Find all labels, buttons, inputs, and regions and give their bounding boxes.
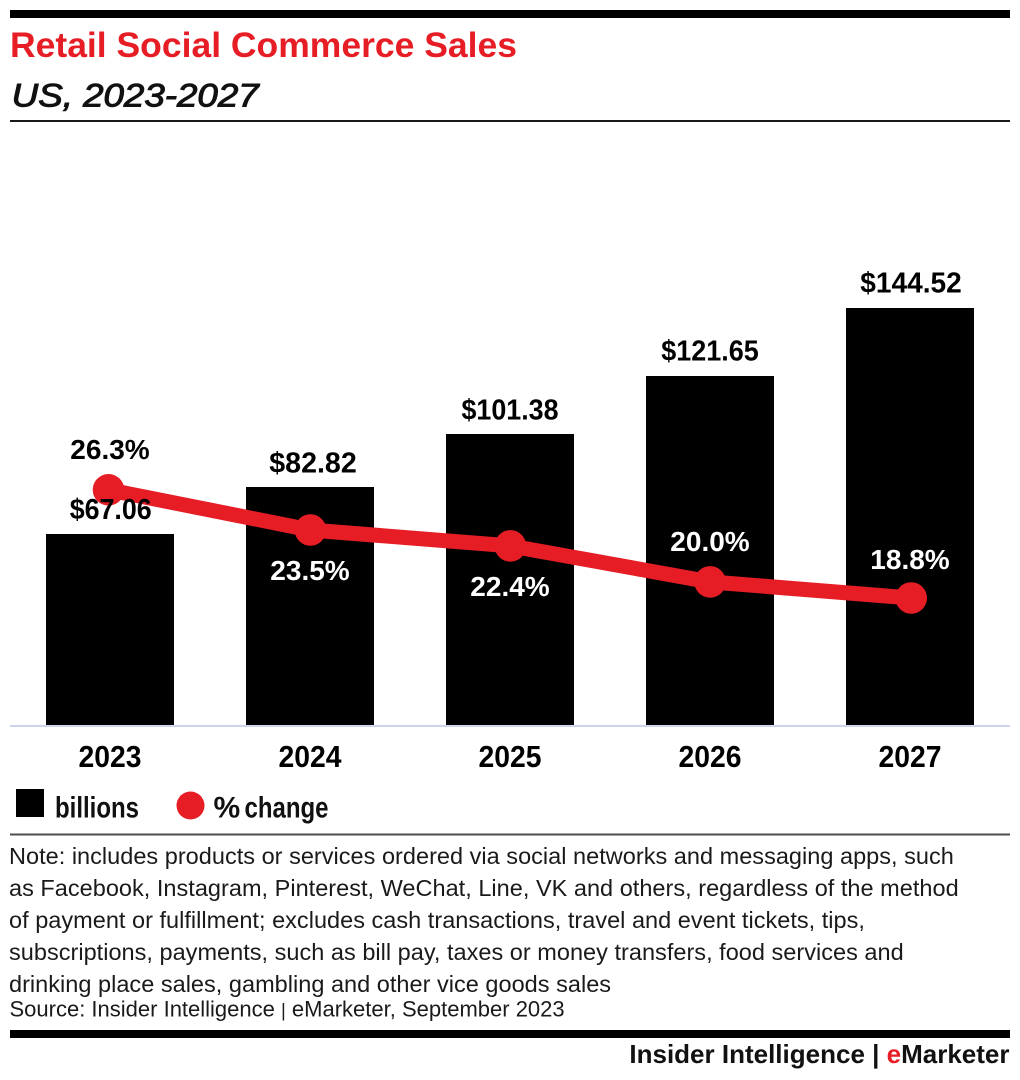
svg-text:$144.52: $144.52: [860, 268, 962, 300]
svg-text:billions: billions: [55, 791, 139, 824]
svg-text:Source: Insider Intelligence |: Source: Insider Intelligence | eMarketer…: [10, 997, 565, 1022]
svg-text:2023: 2023: [79, 739, 142, 774]
svg-text:$67.06: $67.06: [70, 494, 152, 526]
svg-text:Retail Social Commerce Sales: Retail Social Commerce Sales: [10, 26, 517, 65]
svg-text:2026: 2026: [679, 739, 742, 774]
svg-text:$82.82: $82.82: [269, 448, 357, 480]
svg-text:2025: 2025: [479, 739, 542, 774]
svg-text:2027: 2027: [879, 739, 942, 774]
svg-text:%: %: [214, 791, 241, 824]
svg-text:Insider Intelligence | eMarket: Insider Intelligence | eMarketer: [629, 1039, 1009, 1069]
svg-text:26.3%: 26.3%: [70, 434, 149, 465]
svg-text:23.5%: 23.5%: [270, 555, 349, 586]
svg-text:18.8%: 18.8%: [870, 544, 949, 575]
svg-text:20.0%: 20.0%: [670, 526, 749, 557]
svg-text:2024: 2024: [279, 739, 343, 774]
svg-text:$101.38: $101.38: [462, 395, 559, 427]
svg-text:22.4%: 22.4%: [470, 571, 549, 602]
svg-text:US, 2023-2027: US, 2023-2027: [12, 78, 260, 114]
svg-text:$121.65: $121.65: [661, 336, 759, 368]
svg-text:change: change: [245, 791, 329, 824]
